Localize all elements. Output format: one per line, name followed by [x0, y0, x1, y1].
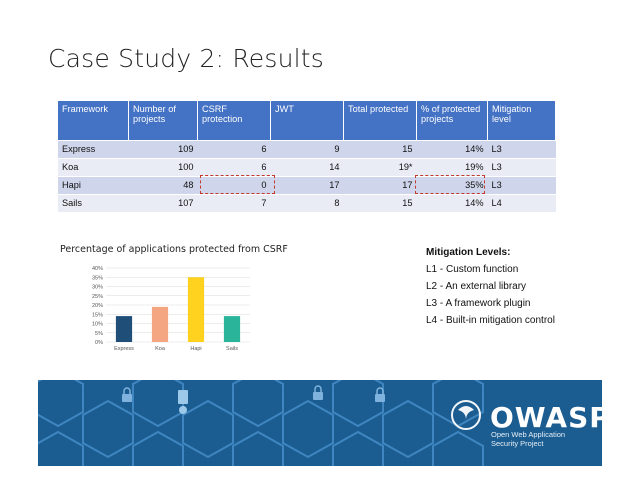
table-cell: 14	[270, 158, 344, 177]
hexagon-pattern	[38, 380, 484, 466]
mitigation-item: L2 - An external library	[426, 281, 527, 292]
mitigation-title: Mitigation Levels:	[426, 247, 511, 258]
y-tick-label: 0%	[95, 340, 103, 346]
header-cell: Number of projects	[128, 101, 198, 141]
slide-title: Case Study 2: Results	[48, 44, 325, 73]
csrf-bar-chart: 0% 5% 10% 15% 20% 25% 30% 35% 40% Express Koa Hapi S…	[84, 262, 256, 358]
table-row: Hapi 48 0 17 17 35% L3	[58, 176, 556, 195]
header-cell: % of protected projects	[416, 101, 488, 141]
y-tick-label: 25%	[92, 294, 103, 300]
x-tick-label: Sails	[226, 346, 238, 352]
table-cell: 15	[343, 194, 417, 213]
table-cell: 6	[197, 158, 271, 177]
y-tick-label: 20%	[92, 303, 103, 309]
table-cell: Express	[58, 140, 129, 159]
table-cell: L3	[487, 158, 556, 177]
header-cell: CSRF protection	[197, 101, 271, 141]
bar-koa	[151, 306, 169, 342]
table-cell: 17	[270, 176, 344, 195]
bar-sails	[223, 316, 241, 342]
table-cell: 107	[128, 194, 198, 213]
table-cell: L3	[487, 140, 556, 159]
table-cell: Sails	[58, 194, 129, 213]
y-tick-label: 5%	[95, 331, 103, 337]
table-cell: 0	[197, 176, 271, 195]
x-tick-label: Koa	[155, 346, 166, 352]
y-tick-label: 15%	[92, 312, 103, 318]
header-cell: JWT	[270, 101, 344, 141]
y-tick-label: 40%	[92, 266, 103, 272]
table-cell: 7	[197, 194, 271, 213]
x-tick-label: Hapi	[190, 346, 201, 352]
chart-svg: 0% 5% 10% 15% 20% 25% 30% 35% 40% Express Koa Hapi S…	[92, 266, 250, 352]
table-cell: 17	[343, 176, 417, 195]
y-tick-label: 30%	[92, 285, 103, 291]
header-cell: Mitigation level	[487, 101, 556, 141]
chart-caption: Percentage of applications protected fro…	[60, 244, 288, 255]
mitigation-item: L4 - Built-in mitigation control	[426, 315, 555, 326]
table-cell: 6	[197, 140, 271, 159]
header-cell: Total protected	[343, 101, 417, 141]
highlight-csrf-zero	[200, 175, 275, 194]
table-cell: 109	[128, 140, 198, 159]
y-tick-label: 10%	[92, 322, 103, 328]
table-cell: 35%	[416, 176, 488, 195]
table-cell: 19*	[343, 158, 417, 177]
highlight-hapi-percent	[415, 175, 485, 194]
table-row: Express 109 6 9 15 14% L3	[58, 140, 556, 159]
table-cell: 48	[128, 176, 198, 195]
bar-express	[115, 316, 133, 342]
table-cell: L4	[487, 194, 556, 213]
bar-hapi	[187, 277, 205, 342]
table-cell: Koa	[58, 158, 129, 177]
owasp-banner	[38, 380, 602, 466]
table-cell: Hapi	[58, 176, 129, 195]
table-header-row: Framework Number of projects CSRF protec…	[58, 101, 556, 141]
owasp-subtitle-line: Open Web Application	[491, 430, 566, 439]
table-cell: 14%	[416, 140, 488, 159]
results-table: Framework Number of projects CSRF protec…	[58, 101, 556, 213]
header-cell: Framework	[58, 101, 129, 141]
table-cell: 100	[128, 158, 198, 177]
owasp-logo-text: OWASP	[490, 401, 611, 434]
table-cell: 19%	[416, 158, 488, 177]
x-tick-label: Express	[114, 346, 134, 352]
table-cell: 8	[270, 194, 344, 213]
mitigation-item: L1 - Custom function	[426, 264, 519, 275]
owasp-subtitle-line: Security Project	[491, 439, 544, 448]
mitigation-item: L3 - A framework plugin	[426, 298, 531, 309]
table-cell: 14%	[416, 194, 488, 213]
mitigation-levels: Mitigation Levels: L1 - Custom function …	[426, 244, 555, 329]
table-row: Sails 107 7 8 15 14% L4	[58, 194, 556, 213]
table-row: Koa 100 6 14 19* 19% L3	[58, 158, 556, 177]
table-cell: L3	[487, 176, 556, 195]
y-tick-label: 35%	[92, 275, 103, 281]
owasp-subtitle: Open Web Application Security Project	[491, 430, 565, 448]
table-cell: 9	[270, 140, 344, 159]
table-cell: 15	[343, 140, 417, 159]
